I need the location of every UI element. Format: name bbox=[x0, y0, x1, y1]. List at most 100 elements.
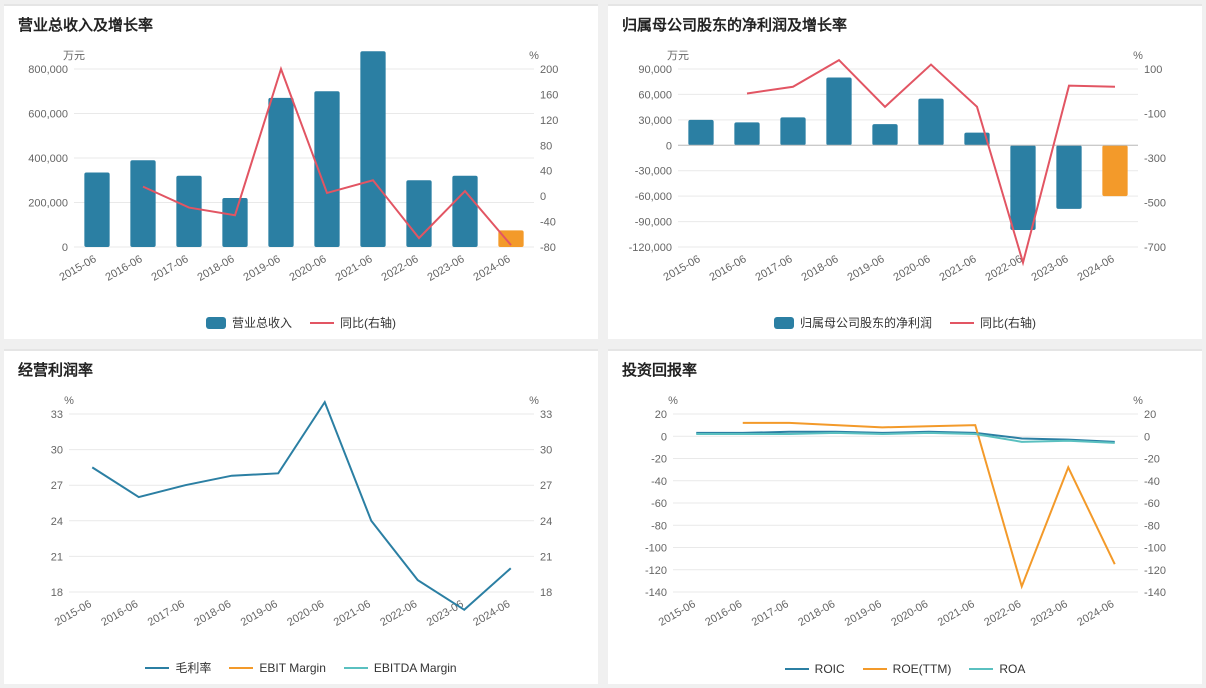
svg-text:2016-06: 2016-06 bbox=[104, 253, 145, 284]
legend-line-2: 同比(右轴) bbox=[950, 314, 1036, 331]
svg-text:-140: -140 bbox=[645, 587, 667, 599]
legend-label: 营业总收入 bbox=[232, 314, 292, 331]
legend-series: ROIC bbox=[785, 662, 845, 676]
svg-text:-80: -80 bbox=[540, 242, 556, 254]
svg-text:2016-06: 2016-06 bbox=[703, 598, 744, 629]
svg-text:2015-06: 2015-06 bbox=[657, 598, 698, 629]
panel-revenue: 营业总收入及增长率 0200,000400,000600,000800,000-… bbox=[4, 4, 598, 339]
svg-text:2024-06: 2024-06 bbox=[1075, 598, 1116, 629]
svg-text:100: 100 bbox=[1144, 64, 1162, 76]
svg-text:-140: -140 bbox=[1144, 587, 1166, 599]
svg-text:90,000: 90,000 bbox=[638, 64, 672, 76]
legend-series: 毛利率 bbox=[145, 659, 211, 676]
chart3-legend: 毛利率EBIT MarginEBITDA Margin bbox=[4, 655, 598, 684]
svg-text:2015-06: 2015-06 bbox=[662, 253, 703, 284]
svg-text:33: 33 bbox=[51, 409, 63, 421]
svg-text:0: 0 bbox=[540, 191, 546, 203]
svg-text:万元: 万元 bbox=[63, 50, 85, 62]
svg-text:2022-06: 2022-06 bbox=[982, 598, 1023, 629]
chart2-title: 归属母公司股东的净利润及增长率 bbox=[608, 6, 1202, 39]
chart4-area: -140-140-120-120-100-100-80-80-60-60-40-… bbox=[608, 384, 1202, 658]
svg-text:2020-06: 2020-06 bbox=[288, 253, 329, 284]
legend-label: 同比(右轴) bbox=[340, 314, 396, 331]
svg-text:-20: -20 bbox=[1144, 454, 1160, 466]
svg-text:-60: -60 bbox=[1144, 498, 1160, 510]
svg-text:-100: -100 bbox=[645, 543, 667, 555]
svg-text:2023-06: 2023-06 bbox=[425, 598, 466, 629]
svg-text:0: 0 bbox=[666, 140, 672, 152]
legend-line-1: 同比(右轴) bbox=[310, 314, 396, 331]
panel-netprofit: 归属母公司股东的净利润及增长率 -120,000-90,000-60,000-3… bbox=[608, 4, 1202, 339]
legend-series: EBITDA Margin bbox=[344, 661, 457, 675]
svg-text:30: 30 bbox=[540, 445, 552, 457]
svg-text:%: % bbox=[668, 395, 678, 407]
svg-text:21: 21 bbox=[51, 551, 63, 563]
svg-text:2021-06: 2021-06 bbox=[332, 598, 373, 629]
chart2-legend: 归属母公司股东的净利润 同比(右轴) bbox=[608, 310, 1202, 339]
svg-text:20: 20 bbox=[655, 409, 667, 421]
svg-text:2019-06: 2019-06 bbox=[242, 253, 283, 284]
svg-text:2016-06: 2016-06 bbox=[708, 253, 749, 284]
svg-text:21: 21 bbox=[540, 551, 552, 563]
chart1-area: 0200,000400,000600,000800,000-80-4004080… bbox=[4, 39, 598, 310]
svg-text:-300: -300 bbox=[1144, 153, 1166, 165]
svg-text:200,000: 200,000 bbox=[28, 198, 68, 210]
svg-text:27: 27 bbox=[540, 480, 552, 492]
panel-returns: 投资回报率 -140-140-120-120-100-100-80-80-60-… bbox=[608, 349, 1202, 684]
svg-text:2015-06: 2015-06 bbox=[53, 598, 94, 629]
svg-text:2022-06: 2022-06 bbox=[380, 253, 421, 284]
svg-text:2015-06: 2015-06 bbox=[58, 253, 99, 284]
legend-bars-1: 营业总收入 bbox=[206, 314, 292, 331]
svg-text:-120: -120 bbox=[645, 565, 667, 577]
svg-text:-120,000: -120,000 bbox=[629, 242, 672, 254]
svg-text:%: % bbox=[529, 50, 539, 62]
svg-text:2024-06: 2024-06 bbox=[472, 253, 513, 284]
svg-text:%: % bbox=[64, 395, 74, 407]
svg-text:-100: -100 bbox=[1144, 109, 1166, 121]
svg-text:2023-06: 2023-06 bbox=[1030, 253, 1071, 284]
svg-text:-20: -20 bbox=[651, 454, 667, 466]
svg-text:2016-06: 2016-06 bbox=[99, 598, 140, 629]
svg-text:2017-06: 2017-06 bbox=[754, 253, 795, 284]
svg-text:60,000: 60,000 bbox=[638, 89, 672, 101]
svg-text:2023-06: 2023-06 bbox=[426, 253, 467, 284]
legend-bars-2: 归属母公司股东的净利润 bbox=[774, 314, 932, 331]
svg-text:600,000: 600,000 bbox=[28, 109, 68, 121]
legend-series: ROA bbox=[969, 662, 1025, 676]
svg-text:-120: -120 bbox=[1144, 565, 1166, 577]
svg-text:%: % bbox=[1133, 395, 1143, 407]
svg-text:2022-06: 2022-06 bbox=[984, 253, 1025, 284]
svg-text:-60,000: -60,000 bbox=[635, 191, 672, 203]
svg-text:400,000: 400,000 bbox=[28, 153, 68, 165]
svg-text:160: 160 bbox=[540, 89, 558, 101]
chart3-title: 经营利润率 bbox=[4, 351, 598, 384]
legend-series: ROE(TTM) bbox=[863, 662, 952, 676]
chart1-title: 营业总收入及增长率 bbox=[4, 6, 598, 39]
svg-text:-80: -80 bbox=[651, 520, 667, 532]
chart1-legend: 营业总收入 同比(右轴) bbox=[4, 310, 598, 339]
svg-text:2024-06: 2024-06 bbox=[1076, 253, 1117, 284]
svg-text:-60: -60 bbox=[651, 498, 667, 510]
svg-text:80: 80 bbox=[540, 140, 552, 152]
svg-text:2022-06: 2022-06 bbox=[378, 598, 419, 629]
svg-text:-40: -40 bbox=[1144, 476, 1160, 488]
svg-text:2017-06: 2017-06 bbox=[750, 598, 791, 629]
svg-text:18: 18 bbox=[51, 587, 63, 599]
svg-text:24: 24 bbox=[540, 516, 552, 528]
svg-text:2019-06: 2019-06 bbox=[846, 253, 887, 284]
svg-text:18: 18 bbox=[540, 587, 552, 599]
svg-text:2023-06: 2023-06 bbox=[1029, 598, 1070, 629]
svg-text:2018-06: 2018-06 bbox=[800, 253, 841, 284]
chart4-title: 投资回报率 bbox=[608, 351, 1202, 384]
legend-label: 归属母公司股东的净利润 bbox=[800, 314, 932, 331]
chart3-area: 181821212424272730303333%%2015-062016-06… bbox=[4, 384, 598, 655]
svg-text:2019-06: 2019-06 bbox=[239, 598, 280, 629]
svg-text:40: 40 bbox=[540, 166, 552, 178]
svg-text:2017-06: 2017-06 bbox=[146, 598, 187, 629]
chart2-area: -120,000-90,000-60,000-30,000030,00060,0… bbox=[608, 39, 1202, 310]
svg-text:27: 27 bbox=[51, 480, 63, 492]
svg-text:-40: -40 bbox=[540, 217, 556, 229]
svg-text:-500: -500 bbox=[1144, 198, 1166, 210]
svg-text:200: 200 bbox=[540, 64, 558, 76]
svg-text:-100: -100 bbox=[1144, 543, 1166, 555]
